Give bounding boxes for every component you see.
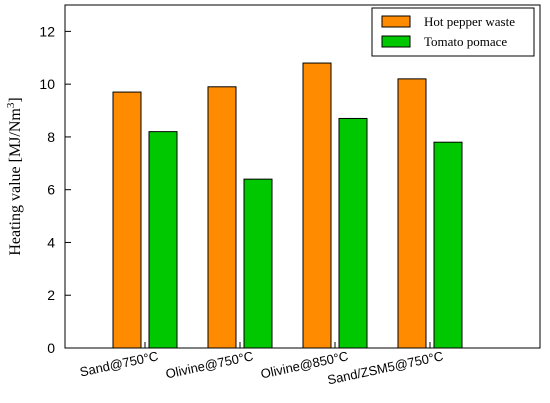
legend-label: Hot pepper waste — [424, 14, 515, 29]
legend-label: Tomato pomace — [424, 34, 507, 49]
y-axis-title: Heating value [MJ/Nm3] — [5, 97, 24, 255]
bar-tomato-pomace — [338, 117, 368, 349]
y-axis-title-main: Heating value [MJ/Nm — [7, 108, 24, 256]
y-tick-label: 6 — [47, 182, 55, 198]
bar-hot-pepper-waste — [302, 62, 332, 349]
legend: Hot pepper waste Tomato pomace — [371, 7, 535, 57]
bar-tomato-pomace — [243, 178, 273, 349]
y-tick-label: 12 — [39, 23, 55, 39]
y-axis-title-suffix: ] — [7, 97, 24, 102]
y-ticks-group: 0 2 4 6 8 10 12 — [39, 23, 71, 356]
bar-hot-pepper-waste — [397, 78, 427, 349]
y-tick-label: 4 — [47, 234, 55, 250]
bar-hot-pepper-waste — [207, 86, 237, 349]
y-tick-label: 2 — [47, 287, 55, 303]
y-tick-label: 10 — [39, 76, 55, 92]
bars-group — [112, 62, 463, 349]
legend-swatch — [381, 15, 411, 28]
y-tick-label: 0 — [47, 340, 55, 356]
x-ticks-group: Sand@750°C Olivine@750°C Olivine@850°CSand… — [78, 342, 445, 387]
bar-tomato-pomace — [148, 131, 178, 349]
x-tick-label: Olivine@750°C — [164, 348, 254, 381]
y-axis-title-superscript: 3 — [5, 102, 17, 108]
x-tick-label: Sand@750°C — [78, 348, 159, 379]
y-tick-label: 8 — [47, 129, 55, 145]
legend-swatch — [381, 35, 411, 48]
bar-hot-pepper-waste — [112, 91, 142, 349]
bar-tomato-pomace — [433, 141, 463, 349]
y-axis-title-group: Heating value [MJ/Nm3] — [5, 97, 24, 255]
